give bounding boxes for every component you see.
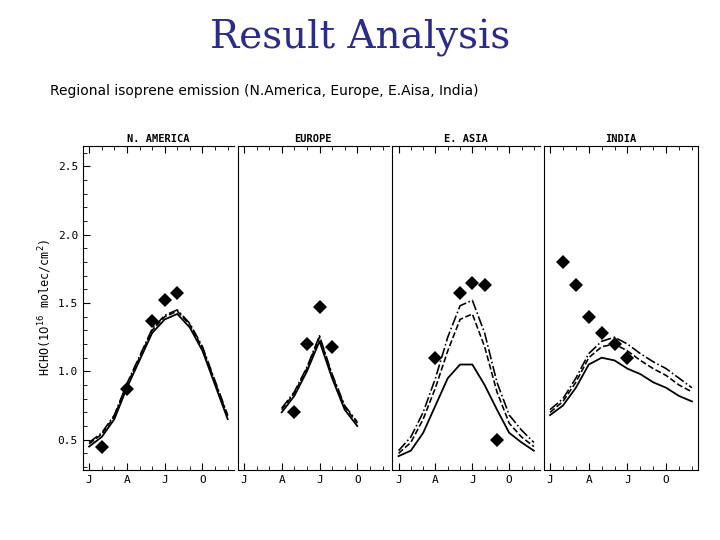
Text: INDIA: INDIA bbox=[606, 134, 636, 144]
Text: N. AMERICA: N. AMERICA bbox=[127, 134, 189, 144]
Text: Regional isoprene emission (N.America, Europe, E.Aisa, India): Regional isoprene emission (N.America, E… bbox=[50, 84, 479, 98]
Text: Result Analysis: Result Analysis bbox=[210, 19, 510, 57]
Text: E. ASIA: E. ASIA bbox=[444, 134, 488, 144]
Text: EUROPE: EUROPE bbox=[294, 134, 332, 144]
Y-axis label: HCHO($10^{16}$ molec/cm$^2$): HCHO($10^{16}$ molec/cm$^2$) bbox=[36, 239, 53, 376]
